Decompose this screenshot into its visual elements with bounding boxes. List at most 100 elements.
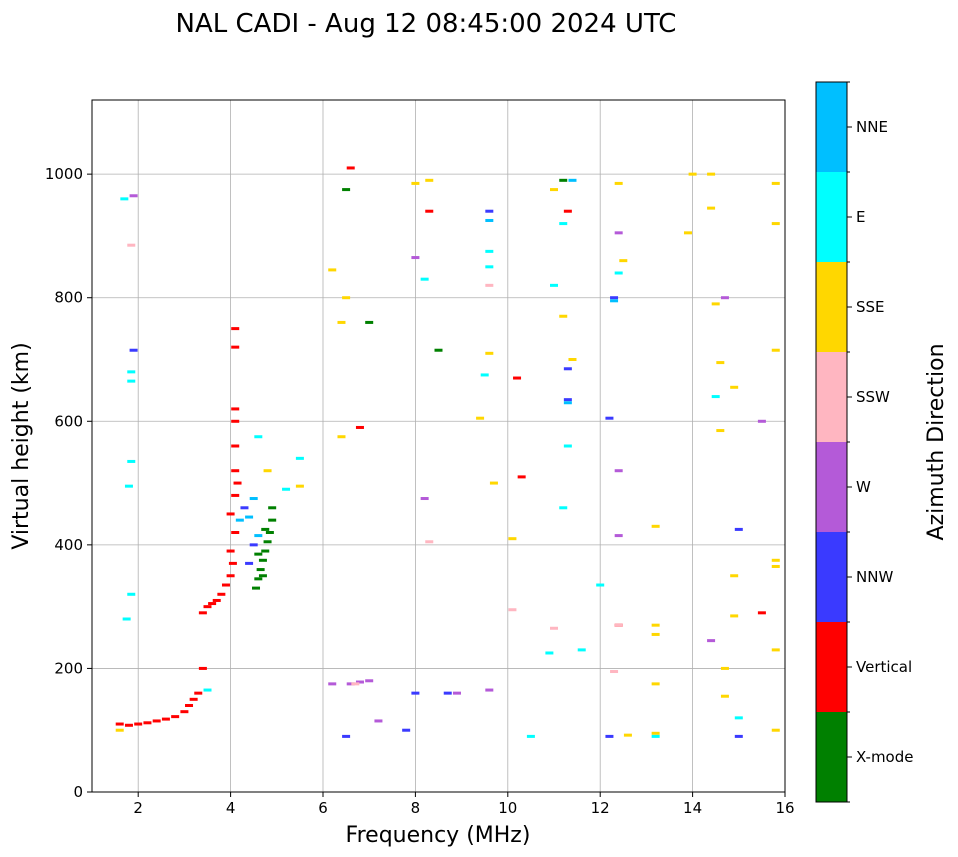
echo-point-ssw — [614, 623, 623, 627]
echo-point-x-mode — [256, 568, 265, 572]
echo-point-sse — [651, 682, 660, 686]
echo-point-vertical — [355, 425, 364, 429]
echo-point-vertical — [425, 209, 434, 213]
echo-point-e — [127, 379, 136, 383]
echo-point-nnw — [734, 734, 743, 738]
colorbar: X-mode Vertical NNW W SSW SSE E NNE — [815, 81, 913, 803]
echo-point-ssw — [127, 243, 136, 247]
echo-point-vertical — [231, 444, 240, 448]
echo-point-x-mode — [268, 506, 277, 510]
echo-point-e — [550, 283, 558, 287]
echo-point-sse — [716, 361, 725, 365]
echo-point-sse — [614, 181, 623, 185]
colorbar-tick-label: Vertical — [856, 658, 912, 676]
echo-point-w — [707, 639, 716, 643]
echo-point-x-mode — [265, 531, 274, 534]
echo-point-sse — [508, 537, 517, 541]
echo-point-w — [614, 534, 623, 538]
echo-point-nnw — [563, 398, 572, 402]
echo-point-nnw — [734, 527, 743, 531]
echo-point-vertical — [233, 481, 242, 485]
echo-point-e — [282, 487, 291, 491]
echo-point-vertical — [143, 721, 152, 725]
echo-point-w — [328, 682, 337, 686]
echo-point-x-mode — [434, 348, 443, 352]
echo-point-vertical — [152, 719, 161, 723]
echo-point-vertical — [231, 327, 240, 331]
echo-point-nne — [563, 401, 572, 405]
colorbar-tick-label: SSW — [856, 388, 890, 406]
plot-frame — [91, 99, 786, 793]
echo-point-vertical — [198, 611, 207, 615]
echo-point-e — [559, 222, 568, 226]
echo-point-sse — [771, 181, 780, 185]
echo-point-sse — [651, 632, 660, 636]
echo-point-sse — [683, 231, 692, 235]
echo-point-sse — [295, 484, 304, 488]
echo-point-vertical — [185, 704, 194, 707]
echo-point-nne — [568, 178, 577, 182]
colorbar-tick-label: E — [856, 208, 865, 226]
echo-point-sse — [771, 728, 780, 732]
colorbar-swatch-nne — [816, 82, 847, 172]
colorbar-swatch-w — [816, 442, 847, 532]
echo-point-sse — [328, 268, 337, 272]
echo-point-e — [614, 271, 623, 275]
echo-point-nnw — [342, 734, 351, 738]
colorbar-tick-label: SSE — [856, 298, 885, 316]
echo-point-x-mode — [261, 527, 270, 531]
x-tick-label: 10 — [498, 799, 517, 817]
echo-point-e — [127, 370, 136, 374]
x-tick-label: 4 — [226, 799, 236, 817]
echo-point-sse — [263, 469, 272, 473]
echo-point-vertical — [231, 493, 240, 497]
y-tick-label: 1000 — [45, 165, 83, 183]
echo-point-sse — [771, 648, 780, 652]
echo-point-e — [122, 617, 131, 621]
echo-point-w — [129, 194, 138, 198]
echo-point-w — [757, 419, 766, 423]
echo-point-sse — [720, 694, 729, 698]
echo-point-sse — [623, 733, 632, 737]
echo-point-sse — [651, 623, 660, 627]
colorbar-tick-label: NNW — [856, 568, 893, 586]
echo-point-ssw — [351, 682, 360, 686]
echo-point-w — [720, 296, 729, 300]
echo-point-nnw — [129, 348, 138, 352]
echo-point-nne — [254, 534, 263, 538]
echo-point-vertical — [189, 697, 198, 701]
x-tick-label: 14 — [683, 799, 702, 817]
echo-point-sse — [688, 172, 697, 176]
echo-point-vertical — [198, 666, 207, 670]
echo-point-vertical — [134, 722, 143, 726]
echo-point-e — [485, 249, 494, 253]
echo-point-vertical — [231, 469, 240, 473]
echo-point-nnw — [610, 296, 619, 300]
colorbar-swatch-vertical — [816, 622, 847, 712]
echo-point-sse — [651, 731, 660, 735]
echo-point-e — [577, 648, 586, 652]
echo-point-e — [295, 456, 304, 460]
echo-point-sse — [559, 314, 568, 318]
echo-point-sse — [342, 296, 351, 300]
echo-point-sse — [771, 348, 780, 352]
echo-point-e — [120, 197, 129, 201]
echo-point-e — [651, 734, 660, 738]
x-tick-label: 16 — [775, 799, 794, 817]
echo-point-nnw — [240, 506, 249, 510]
echo-point-e — [124, 484, 133, 488]
y-tick-label: 200 — [54, 659, 83, 677]
y-tick-label: 400 — [54, 536, 83, 554]
echo-point-w — [374, 719, 383, 723]
echo-point-w — [452, 691, 461, 695]
colorbar-swatch-nnw — [816, 532, 847, 622]
echo-point-sse — [716, 429, 725, 433]
echo-point-ssw — [485, 283, 494, 287]
colorbar-tick-label: W — [856, 478, 871, 496]
colorbar-tick-label: NNE — [856, 118, 888, 136]
echo-point-e — [711, 395, 720, 399]
echo-point-vertical — [124, 723, 133, 727]
echo-point-w — [614, 231, 623, 235]
colorbar-swatch-sse — [816, 262, 847, 352]
